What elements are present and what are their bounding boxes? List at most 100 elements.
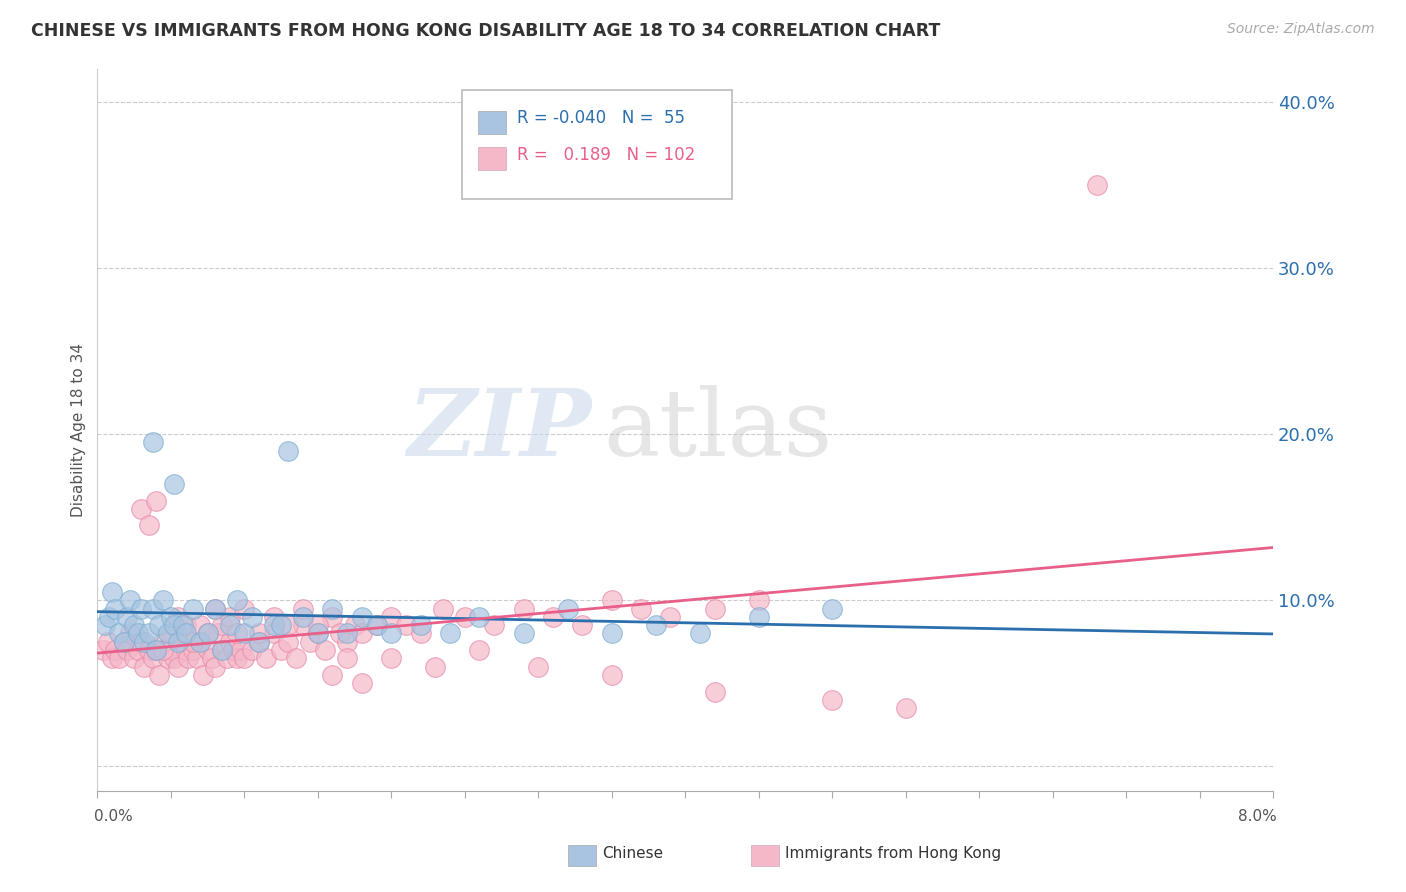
Point xyxy=(118,593,141,607)
Point xyxy=(366,618,388,632)
Point xyxy=(211,643,233,657)
Point xyxy=(277,634,299,648)
Point xyxy=(277,443,299,458)
Point xyxy=(167,610,190,624)
Point xyxy=(145,643,167,657)
Point xyxy=(167,659,190,673)
Point xyxy=(122,618,145,632)
Point xyxy=(454,610,477,624)
Point xyxy=(277,618,299,632)
Point xyxy=(321,610,343,624)
Point xyxy=(292,601,315,615)
Point xyxy=(292,610,315,624)
FancyBboxPatch shape xyxy=(478,112,506,135)
FancyBboxPatch shape xyxy=(478,147,506,170)
Point xyxy=(142,435,165,450)
Point xyxy=(142,601,165,615)
Point xyxy=(93,618,115,632)
Point xyxy=(380,651,402,665)
Point xyxy=(254,651,277,665)
Point xyxy=(122,651,145,665)
Text: ZIP: ZIP xyxy=(406,385,591,475)
Point xyxy=(197,626,219,640)
Point xyxy=(336,651,359,665)
Point xyxy=(263,618,285,632)
Text: 0.0%: 0.0% xyxy=(94,809,132,824)
Point xyxy=(174,626,197,640)
Point xyxy=(156,651,179,665)
Point xyxy=(231,643,253,657)
Point xyxy=(128,643,150,657)
Point xyxy=(314,643,336,657)
Point xyxy=(98,610,121,624)
Y-axis label: Disability Age 18 to 34: Disability Age 18 to 34 xyxy=(72,343,86,517)
Point xyxy=(233,626,256,640)
Point xyxy=(204,601,226,615)
Point xyxy=(218,618,240,632)
Point xyxy=(380,610,402,624)
Point xyxy=(197,626,219,640)
Point xyxy=(211,618,233,632)
Point xyxy=(307,626,329,640)
Point xyxy=(160,643,183,657)
Point xyxy=(689,626,711,640)
Point xyxy=(329,626,352,640)
Point xyxy=(188,618,211,632)
Point xyxy=(350,610,373,624)
Point xyxy=(233,601,256,615)
Point xyxy=(240,610,263,624)
Point xyxy=(292,618,315,632)
Point xyxy=(172,618,194,632)
Point xyxy=(142,651,165,665)
Point xyxy=(270,643,292,657)
Point xyxy=(115,610,138,624)
Point xyxy=(148,618,170,632)
Point xyxy=(541,610,564,624)
Point xyxy=(191,668,214,682)
Point xyxy=(104,601,127,615)
Point xyxy=(233,651,256,665)
Point xyxy=(181,634,204,648)
Point xyxy=(174,618,197,632)
Point xyxy=(101,585,124,599)
Point xyxy=(247,626,270,640)
Point xyxy=(336,634,359,648)
Point xyxy=(600,668,623,682)
Point xyxy=(152,634,174,648)
Point xyxy=(160,626,183,640)
Point xyxy=(226,651,249,665)
Point xyxy=(343,618,366,632)
Point xyxy=(181,643,204,657)
Point xyxy=(204,659,226,673)
Point xyxy=(321,668,343,682)
Point xyxy=(468,610,491,624)
Point xyxy=(527,659,550,673)
Text: R =   0.189   N = 102: R = 0.189 N = 102 xyxy=(517,146,696,164)
Point xyxy=(703,684,725,698)
Point xyxy=(91,643,114,657)
Point xyxy=(128,626,150,640)
Point xyxy=(247,634,270,648)
Point xyxy=(152,643,174,657)
Point xyxy=(112,634,135,648)
Point xyxy=(101,651,124,665)
FancyBboxPatch shape xyxy=(461,90,733,199)
Point xyxy=(644,618,666,632)
Point xyxy=(201,651,224,665)
Point xyxy=(630,601,652,615)
Point xyxy=(748,610,770,624)
Point xyxy=(321,601,343,615)
Point xyxy=(174,643,197,657)
Point xyxy=(395,618,418,632)
Point xyxy=(211,643,233,657)
Point xyxy=(240,643,263,657)
Point xyxy=(600,626,623,640)
Text: 8.0%: 8.0% xyxy=(1237,809,1277,824)
Point xyxy=(299,634,322,648)
Point xyxy=(600,593,623,607)
Point xyxy=(115,643,138,657)
Point xyxy=(160,610,183,624)
Point xyxy=(204,601,226,615)
Point xyxy=(131,501,153,516)
Point xyxy=(263,626,285,640)
